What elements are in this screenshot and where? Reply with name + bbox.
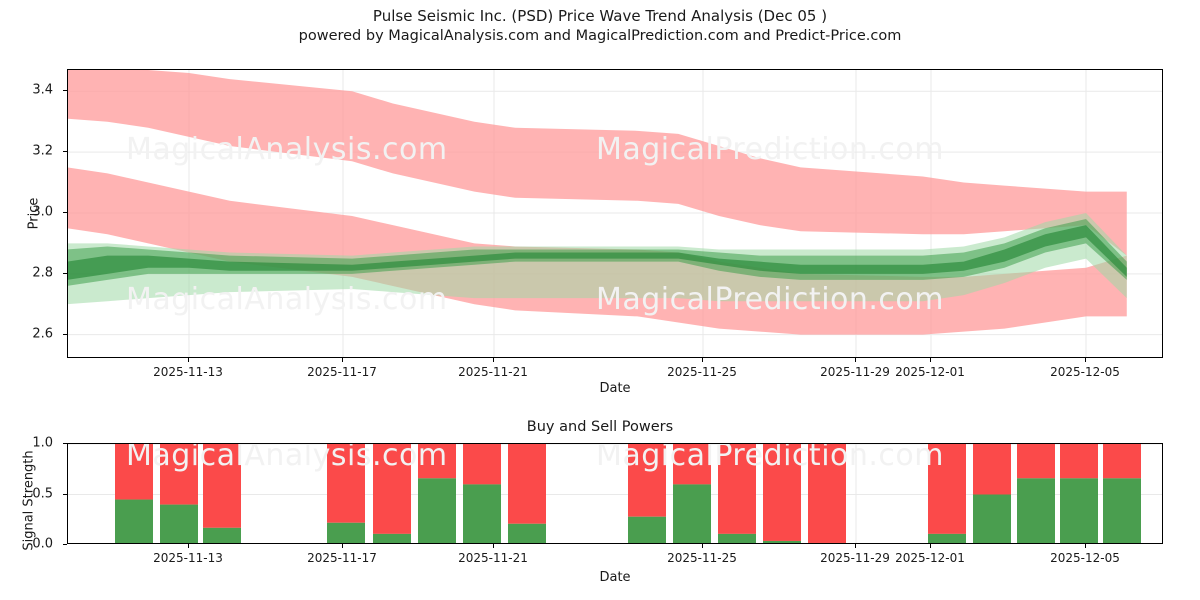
power-y-axis-label: Signal Strength — [21, 450, 37, 551]
power-bar-sell — [763, 444, 801, 541]
power-xtick-mark — [702, 544, 703, 548]
power-ytick-mark — [63, 443, 67, 444]
power-xtick-mark — [493, 544, 494, 548]
price-ytick-label: 3.2 — [32, 143, 53, 159]
power-bar-buy — [463, 484, 501, 543]
power-xtick-mark — [930, 544, 931, 548]
power-chart-title: Buy and Sell Powers — [526, 419, 674, 435]
power-bars-svg — [68, 444, 1162, 543]
power-bar-sell — [718, 444, 756, 534]
power-ytick-label: 0.5 — [32, 486, 53, 501]
price-xtick-label: 2025-11-17 — [307, 365, 377, 379]
power-xtick-mark — [855, 544, 856, 548]
power-xtick-mark — [1085, 544, 1086, 548]
power-xtick-label: 2025-11-25 — [667, 551, 737, 565]
power-bar-sell — [808, 444, 846, 543]
power-bar-buy — [763, 540, 801, 543]
power-bar-buy — [1060, 478, 1098, 543]
power-bar-buy — [1103, 478, 1141, 543]
price-ytick-mark — [63, 272, 67, 274]
price-ytick-label: 3.0 — [32, 204, 53, 220]
price-band-wave-core-band — [68, 225, 1127, 280]
power-bar-buy — [973, 494, 1011, 543]
title-primary: Pulse Seismic Inc. (PSD) Price Wave Tren… — [372, 7, 828, 25]
price-ytick-mark — [63, 211, 67, 213]
power-bar-buy — [808, 542, 846, 543]
power-bar-buy — [673, 484, 711, 543]
price-xtick-mark — [855, 358, 856, 362]
power-xtick-label: 2025-12-01 — [895, 551, 965, 565]
power-bar-buy — [418, 478, 456, 543]
power-ytick-mark — [63, 493, 67, 495]
price-ytick-label: 2.8 — [32, 265, 53, 281]
power-bar-sell — [928, 444, 966, 534]
price-xtick-label: 2025-11-25 — [667, 365, 737, 379]
power-xtick-mark — [342, 544, 343, 548]
power-chart-title-block: Buy and Sell Powers — [0, 416, 1200, 435]
power-bar-sell — [628, 444, 666, 517]
price-xtick-label: 2025-11-29 — [820, 365, 890, 379]
title-secondary: powered by MagicalAnalysis.com and Magic… — [298, 28, 902, 44]
power-xtick-label: 2025-11-13 — [153, 551, 223, 565]
price-xtick-mark — [930, 358, 931, 362]
power-bar-buy — [373, 533, 411, 543]
price-band-upper-resistance-band — [68, 70, 1127, 256]
power-bar-sell — [1017, 444, 1055, 479]
power-bar-sell — [673, 444, 711, 485]
power-bar-sell — [327, 444, 365, 523]
power-ytick-mark — [63, 544, 67, 545]
price-xtick-mark — [493, 358, 494, 362]
price-xtick-label: 2025-12-01 — [895, 365, 965, 379]
price-bands-svg — [68, 70, 1162, 357]
price-xtick-mark — [702, 358, 703, 362]
power-bar-buy — [718, 533, 756, 543]
power-bar-sell — [1060, 444, 1098, 479]
power-bar-sell — [508, 444, 546, 524]
price-chart-plot-area: MagicalAnalysis.com MagicalPrediction.co… — [67, 69, 1163, 358]
figure-title: Pulse Seismic Inc. (PSD) Price Wave Tren… — [0, 6, 1200, 46]
power-bar-buy — [160, 504, 198, 543]
price-xtick-label: 2025-12-05 — [1050, 365, 1120, 379]
price-xtick-mark — [1085, 358, 1086, 362]
power-xtick-mark — [188, 544, 189, 548]
power-bar-buy — [628, 516, 666, 543]
power-ytick-label: 0.0 — [32, 536, 53, 552]
power-bar-buy — [203, 527, 241, 543]
price-ytick-label: 3.4 — [32, 82, 53, 98]
power-bar-sell — [373, 444, 411, 534]
price-xtick-label: 2025-11-13 — [153, 365, 223, 379]
power-bar-sell — [463, 444, 501, 485]
power-bar-sell — [1103, 444, 1141, 479]
price-ytick-mark — [63, 151, 67, 153]
power-bar-buy — [508, 523, 546, 543]
price-y-axis-label: Price — [26, 197, 42, 230]
power-xtick-label: 2025-11-29 — [820, 551, 890, 565]
power-bar-sell — [160, 444, 198, 505]
power-xtick-label: 2025-12-05 — [1050, 551, 1120, 565]
power-x-axis-label: Date — [599, 570, 631, 585]
price-ytick-label: 2.6 — [32, 326, 53, 342]
power-ytick-label: 1.0 — [32, 435, 53, 451]
power-xtick-label: 2025-11-17 — [307, 551, 377, 565]
price-ytick-mark — [63, 333, 67, 335]
power-bar-sell — [115, 444, 153, 500]
power-bar-sell — [418, 444, 456, 479]
power-bar-buy — [928, 533, 966, 543]
price-x-axis-label: Date — [599, 381, 631, 396]
power-bar-buy — [327, 522, 365, 543]
price-xtick-mark — [188, 358, 189, 362]
price-xtick-label: 2025-11-21 — [458, 365, 528, 379]
power-bar-sell — [973, 444, 1011, 495]
power-bar-sell — [203, 444, 241, 528]
price-xtick-mark — [342, 358, 343, 362]
power-chart-plot-area: MagicalAnalysis.com MagicalPrediction.co… — [67, 443, 1163, 544]
power-bar-buy — [115, 499, 153, 543]
power-xtick-label: 2025-11-21 — [458, 551, 528, 565]
price-ytick-mark — [63, 90, 67, 92]
power-bar-buy — [1017, 478, 1055, 543]
